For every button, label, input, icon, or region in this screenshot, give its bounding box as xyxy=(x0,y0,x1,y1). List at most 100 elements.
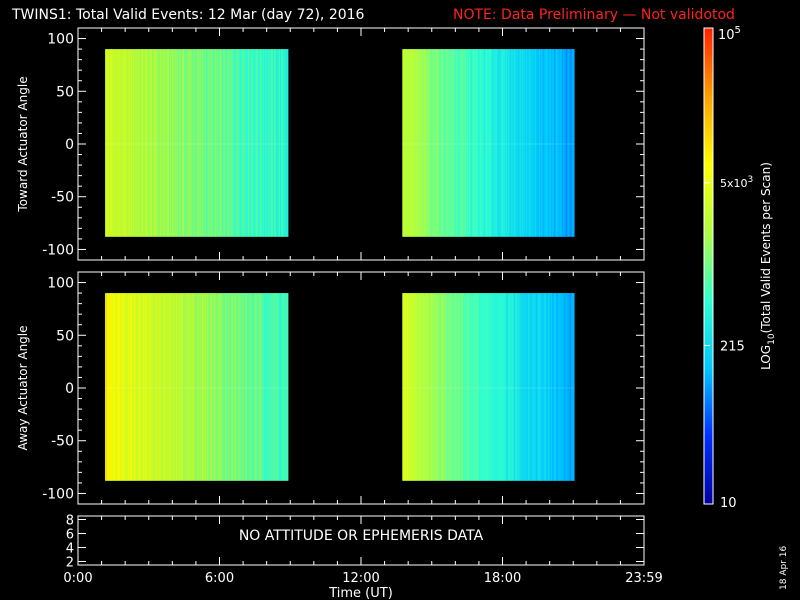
heatmap-column xyxy=(485,49,487,237)
heatmap-column xyxy=(411,49,413,237)
heatmap-column xyxy=(225,49,227,237)
heatmap-column xyxy=(516,293,518,481)
heatmap-column xyxy=(141,293,143,481)
heatmap-column xyxy=(465,293,467,481)
heatmap-column xyxy=(131,293,133,481)
y-tick-label: -100 xyxy=(42,486,74,502)
heatmap-column xyxy=(437,49,439,237)
heatmap-column xyxy=(406,49,408,237)
heatmap-column xyxy=(535,49,537,237)
heatmap-column xyxy=(223,49,225,237)
heatmap-column xyxy=(536,293,538,481)
heatmap-column xyxy=(437,293,439,481)
heatmap-column xyxy=(486,49,488,237)
heatmap-column xyxy=(275,293,277,481)
heatmap-column xyxy=(441,49,443,237)
heatmap-column xyxy=(456,293,458,481)
heatmap-column xyxy=(500,49,502,237)
y-tick-label: 100 xyxy=(47,276,74,292)
heatmap-column xyxy=(517,49,519,237)
heatmap-column xyxy=(113,293,115,481)
heatmap-column xyxy=(260,293,262,481)
heatmap-column xyxy=(177,293,179,481)
heatmap-column xyxy=(402,49,404,237)
heatmap-column xyxy=(508,293,510,481)
heatmap-column xyxy=(429,293,431,481)
heatmap-column xyxy=(143,49,145,237)
heatmap-column xyxy=(283,49,285,237)
heatmap-column xyxy=(514,293,516,481)
heatmap-column xyxy=(270,49,272,237)
heatmap-column xyxy=(501,293,503,481)
heatmap-column xyxy=(252,49,254,237)
heatmap-column xyxy=(163,293,165,481)
heatmap-column xyxy=(152,293,154,481)
heatmap-column xyxy=(212,293,214,481)
y-tick-label: 100 xyxy=(47,32,74,48)
heatmap-column xyxy=(430,49,432,237)
heatmap-column xyxy=(187,293,189,481)
heatmap-column xyxy=(533,49,535,237)
heatmap-column xyxy=(219,293,221,481)
heatmap-column xyxy=(229,49,231,237)
heatmap-column xyxy=(502,49,504,237)
heatmap-column xyxy=(533,293,535,481)
heatmap-column xyxy=(560,49,562,237)
heatmap-column xyxy=(233,49,235,237)
heatmap-column xyxy=(150,293,152,481)
heatmap-column xyxy=(165,49,167,237)
heatmap-column xyxy=(531,49,533,237)
heatmap-column xyxy=(410,49,412,237)
heatmap-column xyxy=(498,293,500,481)
heatmap-column xyxy=(145,49,147,237)
heatmap-column xyxy=(171,49,173,237)
heatmap-column xyxy=(404,293,406,481)
heatmap-column xyxy=(179,293,181,481)
heatmap-column xyxy=(196,49,198,237)
panel-toward-x-ticks xyxy=(101,28,621,260)
heatmap-column xyxy=(195,49,197,237)
chart-title: TWINS1: Total Valid Events: 12 Mar (day … xyxy=(11,7,365,23)
heatmap-column xyxy=(144,293,146,481)
heatmap-column xyxy=(493,49,495,237)
heatmap-column xyxy=(432,49,434,237)
heatmap-column xyxy=(135,293,137,481)
heatmap-column xyxy=(262,293,264,481)
heatmap-column xyxy=(571,293,573,481)
heatmap-column xyxy=(186,49,188,237)
heatmap-column xyxy=(243,49,245,237)
heatmap-column xyxy=(218,49,220,237)
heatmap-column xyxy=(204,49,206,237)
heatmap-column xyxy=(544,49,546,237)
x-tick-label: 12:00 xyxy=(342,571,379,586)
heatmap-column xyxy=(131,49,133,237)
heatmap-column xyxy=(440,293,442,481)
heatmap-column xyxy=(226,293,228,481)
heatmap-column xyxy=(526,293,528,481)
heatmap-column xyxy=(430,293,432,481)
heatmap-column xyxy=(509,49,511,237)
heatmap-column xyxy=(112,293,114,481)
heatmap-column xyxy=(180,49,182,237)
heatmap-column xyxy=(407,293,409,481)
heatmap-column xyxy=(402,293,404,481)
heatmap-column xyxy=(540,49,542,237)
heatmap-column xyxy=(140,293,142,481)
heatmap-column xyxy=(273,49,275,237)
heatmap-column xyxy=(404,49,406,237)
heatmap-column xyxy=(565,293,567,481)
heatmap-column xyxy=(213,293,215,481)
heatmap-column xyxy=(505,293,507,481)
heatmap-column xyxy=(209,49,211,237)
heatmap-column xyxy=(431,49,433,237)
heatmap-column xyxy=(513,49,515,237)
heatmap-column xyxy=(247,293,249,481)
heatmap-column xyxy=(279,293,281,481)
heatmap-column xyxy=(141,49,143,237)
heatmap-column xyxy=(198,293,200,481)
heatmap-column xyxy=(168,49,170,237)
heatmap-column xyxy=(538,293,540,481)
heatmap-column xyxy=(210,49,212,237)
heatmap-column xyxy=(203,49,205,237)
